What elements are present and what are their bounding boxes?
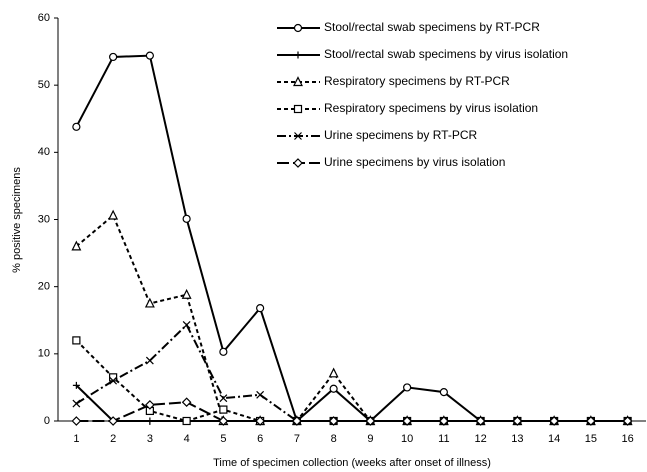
series-line	[75, 213, 628, 422]
x-tick-label: 3	[147, 433, 153, 445]
point	[144, 297, 155, 308]
y-tick-label: 30	[38, 213, 50, 225]
point	[255, 416, 265, 426]
legend-label: Respiratory specimens by virus isolation	[324, 101, 538, 115]
point	[475, 416, 486, 426]
point	[586, 416, 596, 426]
legend-entry: Urine specimens by RT-PCR	[277, 128, 477, 142]
x-tick-label: 7	[294, 433, 300, 445]
point	[439, 388, 448, 397]
x-tick-label: 13	[511, 433, 523, 445]
x-axis-title: Time of specimen collection (weeks after…	[213, 457, 491, 469]
point	[71, 416, 82, 426]
point	[181, 288, 192, 299]
point	[328, 367, 339, 378]
point	[293, 76, 303, 87]
point	[293, 23, 303, 33]
point	[292, 416, 302, 426]
point	[146, 417, 154, 425]
series-line	[75, 384, 628, 422]
y-tick-label: 10	[38, 348, 50, 360]
x-tick-label: 16	[622, 433, 634, 445]
point	[182, 416, 191, 426]
x-tick-label: 8	[331, 433, 337, 445]
point	[72, 336, 81, 345]
legend-label: Urine specimens by RT-PCR	[324, 128, 477, 142]
series-line	[75, 323, 628, 422]
point	[512, 416, 523, 426]
x-tick-label: 11	[438, 433, 449, 445]
legend-label: Stool/rectal swab specimens by RT-PCR	[324, 20, 540, 34]
y-tick-label: 60	[38, 12, 50, 24]
y-tick-label: 50	[38, 79, 50, 91]
point	[72, 381, 80, 389]
point	[108, 416, 118, 426]
legend-entry: Respiratory specimens by RT-PCR	[277, 74, 510, 88]
legend-label: Urine specimens by virus isolation	[324, 155, 505, 169]
point	[549, 416, 559, 426]
y-axis-title: % positive specimens	[11, 167, 23, 273]
point	[329, 384, 338, 393]
point	[71, 240, 82, 251]
y-tick-label: 40	[38, 146, 50, 158]
point	[145, 51, 154, 60]
point	[294, 132, 302, 140]
x-tick-label: 10	[401, 433, 413, 445]
point	[182, 321, 191, 329]
point	[72, 399, 81, 408]
point	[109, 376, 118, 385]
x-tick-label: 4	[184, 433, 190, 445]
point	[256, 304, 265, 313]
point	[109, 373, 118, 382]
x-tick-label: 6	[257, 433, 263, 445]
point	[109, 52, 118, 62]
point	[622, 416, 633, 426]
legend-entry: Stool/rectal swab specimens by RT-PCR	[277, 20, 540, 34]
point	[365, 416, 376, 426]
point	[293, 158, 303, 168]
legend-entry: Respiratory specimens by virus isolation	[277, 101, 538, 115]
x-tick-label: 2	[110, 433, 116, 445]
point	[294, 51, 302, 59]
point	[402, 416, 412, 426]
point	[182, 214, 191, 223]
x-tick-label: 1	[73, 433, 79, 445]
point	[219, 347, 228, 356]
point	[218, 416, 229, 426]
point	[256, 390, 265, 399]
x-tick-label: 15	[585, 433, 597, 445]
x-tick-label: 12	[475, 433, 487, 445]
point	[145, 356, 154, 365]
legend-entry: Stool/rectal swab specimens by virus iso…	[277, 47, 568, 61]
x-tick-label: 5	[220, 433, 226, 445]
point	[403, 383, 412, 392]
point	[328, 416, 339, 426]
point	[293, 104, 303, 114]
point	[108, 209, 119, 220]
x-tick-label: 9	[367, 433, 373, 445]
legend-label: Respiratory specimens by RT-PCR	[324, 74, 510, 88]
point	[219, 405, 228, 414]
legend-entry: Urine specimens by virus isolation	[277, 155, 505, 169]
legend-label: Stool/rectal swab specimens by virus iso…	[324, 47, 568, 61]
y-tick-label: 0	[44, 415, 50, 427]
x-tick-label: 14	[548, 433, 560, 445]
point	[145, 400, 155, 410]
point	[219, 394, 228, 403]
point	[181, 397, 192, 408]
series-line	[76, 401, 628, 422]
y-tick-label: 20	[38, 281, 50, 293]
point	[439, 416, 449, 426]
point	[72, 122, 81, 131]
